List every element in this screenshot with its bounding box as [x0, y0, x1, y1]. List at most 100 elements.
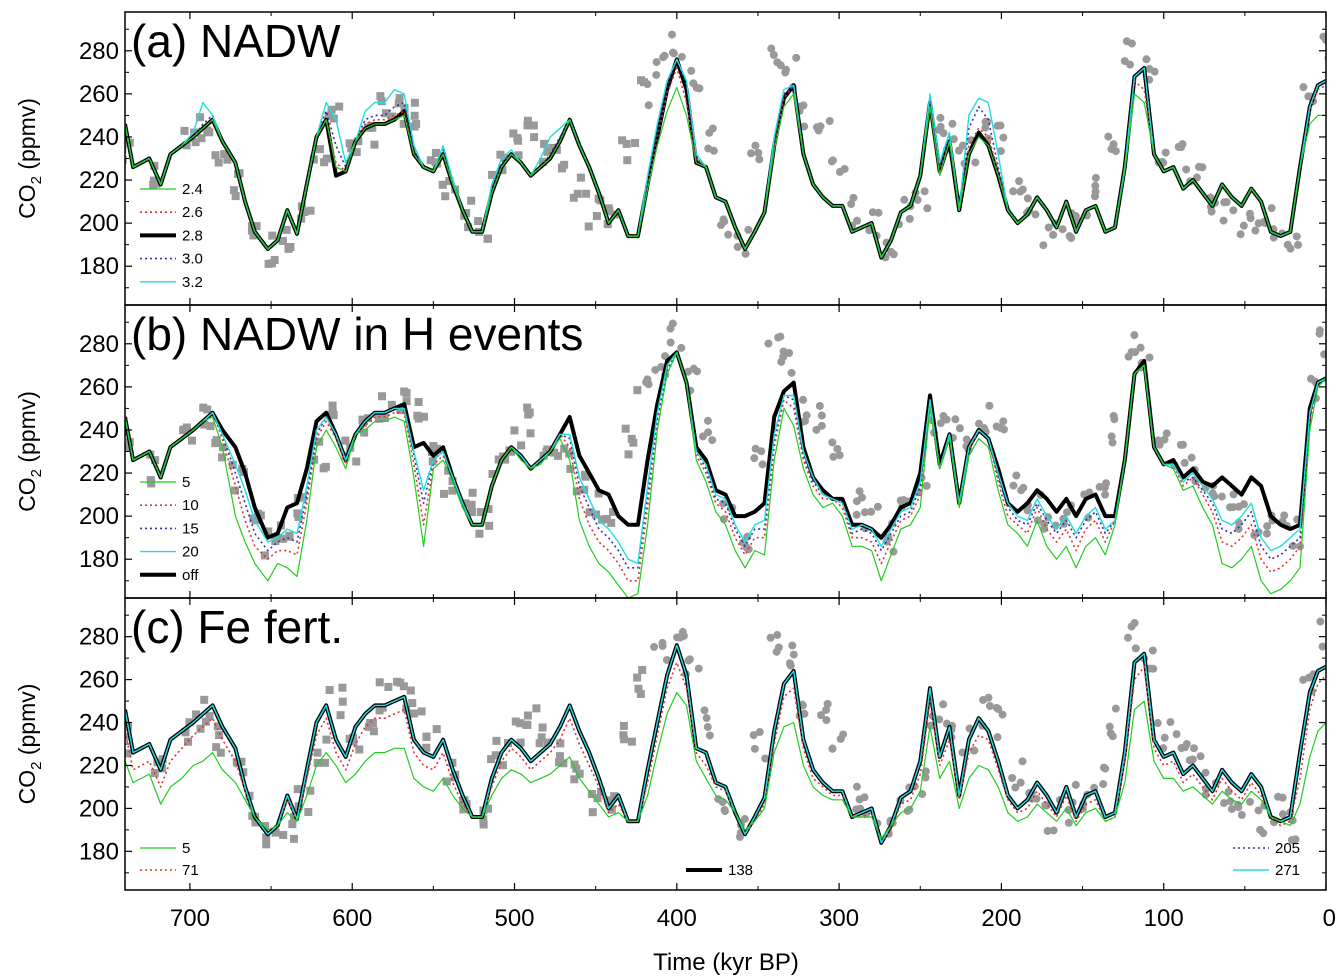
model-series — [125, 643, 1326, 845]
legend-label: 15 — [182, 520, 199, 537]
y-tick-label: 180 — [79, 253, 119, 280]
data-point — [400, 104, 409, 113]
data-point — [341, 436, 350, 445]
data-point — [467, 500, 476, 509]
data-point — [282, 225, 291, 234]
data-point — [220, 150, 229, 159]
data-point — [285, 531, 294, 540]
data-point — [676, 633, 685, 642]
data-point — [1296, 542, 1305, 551]
data-point — [677, 343, 686, 352]
data-point — [1067, 233, 1076, 242]
data-point — [530, 133, 539, 142]
data-point — [1108, 438, 1117, 447]
data-point — [328, 401, 337, 410]
data-point — [971, 158, 980, 167]
data-point — [1237, 810, 1246, 819]
data-point — [289, 834, 298, 843]
data-point — [922, 481, 931, 490]
data-point — [1099, 763, 1108, 772]
y-tick-label: 260 — [79, 374, 119, 401]
panel-1: 180 200 220 240 260 280 (b) NADW in H events CO… — [14, 304, 1327, 599]
data-point — [900, 195, 909, 204]
data-point — [1131, 348, 1140, 357]
data-point — [1012, 471, 1021, 480]
data-point — [523, 403, 532, 412]
data-point — [284, 244, 293, 253]
data-point — [1229, 490, 1238, 499]
data-point — [249, 231, 258, 240]
data-point — [516, 738, 525, 747]
data-point — [1196, 752, 1205, 761]
data-point — [597, 787, 606, 796]
data-point — [203, 126, 212, 135]
data-point — [1130, 331, 1139, 340]
data-point — [800, 709, 809, 718]
data-point — [377, 97, 386, 106]
data-point — [271, 828, 280, 837]
data-point — [511, 717, 520, 726]
data-point — [197, 134, 206, 143]
data-point — [329, 411, 338, 420]
data-point — [540, 139, 549, 148]
data-point — [667, 30, 676, 39]
data-point — [248, 811, 257, 820]
data-point — [182, 141, 191, 150]
data-point — [1148, 646, 1157, 655]
data-point — [860, 793, 869, 802]
data-point — [575, 769, 584, 778]
data-point — [491, 751, 500, 760]
data-point — [1187, 453, 1196, 462]
data-point — [695, 84, 704, 93]
data-point — [223, 155, 232, 164]
data-point — [315, 145, 324, 154]
data-point — [572, 487, 581, 496]
data-point — [588, 808, 597, 817]
data-point — [1110, 415, 1119, 424]
data-point — [852, 510, 861, 519]
data-point — [306, 786, 315, 795]
y-tick-label: 220 — [79, 167, 119, 194]
data-point — [1329, 614, 1337, 622]
data-point — [566, 464, 575, 473]
data-point — [1107, 432, 1116, 441]
observed-points — [125, 30, 1326, 268]
data-point — [1226, 797, 1235, 806]
data-point — [1219, 799, 1228, 808]
data-point — [321, 462, 330, 471]
data-point — [1262, 529, 1271, 538]
data-point — [766, 633, 775, 642]
legend-label: 20 — [182, 544, 199, 561]
data-point — [1131, 644, 1140, 653]
data-point — [610, 792, 619, 801]
x-tick-label: 400 — [657, 905, 697, 932]
data-point — [1145, 353, 1154, 362]
data-point — [684, 656, 693, 665]
data-point — [936, 113, 945, 122]
data-point — [384, 682, 393, 691]
data-point — [781, 65, 790, 74]
data-point — [1019, 483, 1028, 492]
data-point — [487, 755, 496, 764]
data-point — [1062, 508, 1071, 517]
data-point — [1286, 244, 1295, 253]
data-point — [636, 689, 645, 698]
data-point — [496, 150, 505, 159]
data-point — [1318, 642, 1326, 651]
data-point — [1224, 787, 1233, 796]
data-point — [516, 719, 525, 728]
data-point — [548, 143, 557, 152]
data-point — [396, 678, 405, 687]
data-point — [1009, 481, 1018, 490]
data-point — [935, 125, 944, 134]
data-point — [584, 222, 593, 231]
data-point — [719, 515, 728, 524]
data-point — [1182, 165, 1191, 174]
data-point — [970, 746, 979, 755]
data-point — [799, 395, 808, 404]
data-point — [705, 731, 714, 740]
data-point — [1153, 719, 1162, 728]
data-point — [650, 642, 659, 651]
data-point — [182, 423, 191, 432]
